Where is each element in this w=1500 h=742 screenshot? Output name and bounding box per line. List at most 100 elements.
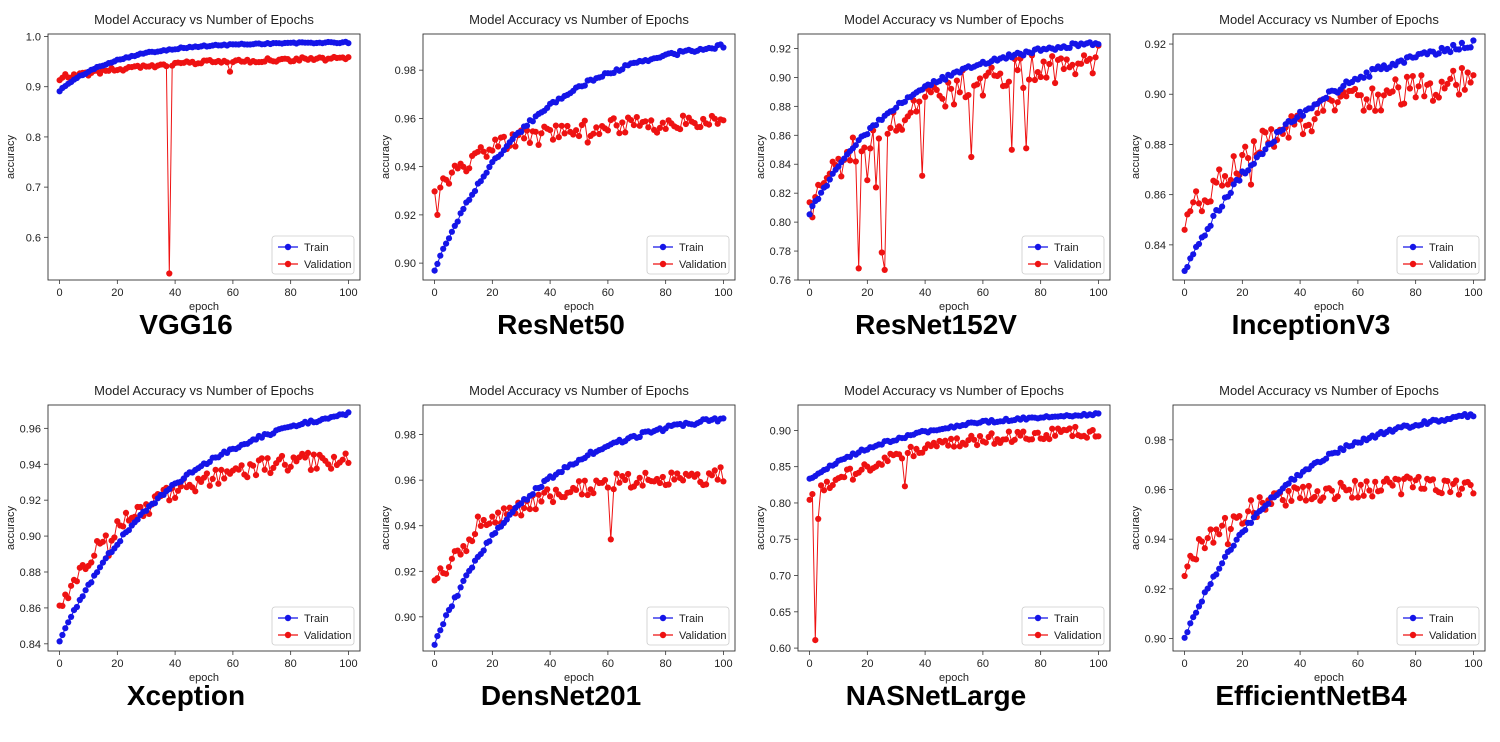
validation-point <box>636 474 643 481</box>
validation-point <box>907 109 914 116</box>
validation-point <box>1467 79 1474 86</box>
train-point <box>893 104 900 111</box>
legend-validation-label: Validation <box>1054 259 1102 271</box>
validation-point <box>711 467 718 474</box>
legend-train-swatch-marker <box>284 614 292 622</box>
train-point <box>942 76 949 83</box>
x-tick-label: 100 <box>1089 287 1107 299</box>
validation-point <box>575 133 583 140</box>
y-tick-label: 0.6 <box>26 232 41 244</box>
x-tick-label: 80 <box>285 287 297 299</box>
validation-point <box>659 473 666 481</box>
train-point <box>901 98 908 105</box>
validation-point <box>1444 478 1451 485</box>
x-tick-label: 20 <box>1236 287 1248 299</box>
validation-point <box>460 163 467 170</box>
validation-point <box>235 466 242 473</box>
chart-title: Model Accuracy vs Number of Epochs <box>844 12 1064 27</box>
validation-point <box>1305 482 1312 490</box>
legend-train-swatch-marker <box>284 243 292 251</box>
train-point <box>1470 413 1477 420</box>
y-axis-label: accuracy <box>380 505 392 550</box>
train-point <box>1207 222 1214 229</box>
train-point <box>1198 598 1205 605</box>
y-tick-label: 1.0 <box>26 32 41 44</box>
validation-point <box>1346 486 1353 493</box>
validation-point <box>864 177 871 184</box>
validation-point <box>1447 75 1454 82</box>
validation-point <box>1427 80 1434 87</box>
legend-train-swatch-marker <box>1409 614 1417 622</box>
validation-point <box>538 498 545 505</box>
x-tick-label: 0 <box>431 287 437 299</box>
validation-point <box>1046 60 1053 68</box>
train-point <box>1201 232 1208 239</box>
validation-point <box>512 143 519 150</box>
x-tick-label: 0 <box>56 287 62 299</box>
y-tick-label: 0.94 <box>395 521 416 533</box>
validation-point <box>806 496 813 503</box>
validation-point <box>627 117 635 124</box>
train-point <box>1323 94 1330 101</box>
validation-point <box>1294 485 1301 492</box>
validation-point <box>172 494 179 501</box>
x-tick-label: 100 <box>339 287 357 299</box>
validation-point <box>471 531 479 538</box>
validation-point <box>1285 134 1292 141</box>
validation-point <box>625 470 632 478</box>
train-point <box>466 196 473 203</box>
validation-point <box>1351 85 1359 93</box>
validation-point <box>555 134 562 141</box>
train-point <box>68 613 75 620</box>
train-point <box>445 235 453 242</box>
x-axis-label: epoch <box>189 301 219 313</box>
y-tick-label: 0.84 <box>770 159 791 171</box>
validation-point <box>1389 88 1396 95</box>
y-tick-label: 0.70 <box>770 571 791 583</box>
model-caption: VGG16 <box>139 309 233 340</box>
validation-point <box>968 153 975 161</box>
chart-title: Model Accuracy vs Number of Epochs <box>94 383 314 398</box>
validation-point <box>717 464 724 471</box>
validation-point <box>1066 425 1073 432</box>
validation-point <box>486 520 493 527</box>
validation-point <box>495 143 502 150</box>
validation-point <box>988 430 995 437</box>
validation-point <box>443 570 450 577</box>
validation-point <box>434 211 441 218</box>
plot-frame <box>422 33 736 281</box>
x-tick-label: 0 <box>1181 658 1187 670</box>
x-tick-label: 40 <box>1294 658 1306 670</box>
validation-point <box>261 466 268 473</box>
validation-point <box>619 119 626 126</box>
validation-point <box>671 476 678 483</box>
train-point <box>806 211 813 218</box>
train-point <box>73 603 80 611</box>
validation-point <box>820 487 828 494</box>
validation-point <box>549 498 557 506</box>
train-point <box>454 592 461 599</box>
validation-point <box>342 450 349 457</box>
validation-point <box>480 516 487 524</box>
validation-point <box>711 115 718 122</box>
validation-point <box>1357 92 1364 99</box>
validation-point <box>489 147 496 154</box>
validation-point <box>720 478 727 485</box>
validation-point <box>489 513 496 520</box>
validation-point <box>1441 85 1448 92</box>
train-point <box>1271 138 1278 145</box>
validation-point <box>884 130 891 137</box>
train-point <box>872 122 880 129</box>
x-tick-label: 20 <box>111 287 123 299</box>
validation-point <box>457 551 464 558</box>
y-tick-label: 0.90 <box>395 612 416 624</box>
validation-point <box>604 484 611 491</box>
validation-point <box>927 89 934 96</box>
train-point <box>1219 560 1226 567</box>
legend-validation-label: Validation <box>679 630 727 642</box>
validation-point <box>1020 428 1027 435</box>
validation-point <box>697 123 704 131</box>
validation-point <box>656 124 663 131</box>
validation-point <box>682 120 689 128</box>
x-tick-label: 20 <box>1236 658 1248 670</box>
